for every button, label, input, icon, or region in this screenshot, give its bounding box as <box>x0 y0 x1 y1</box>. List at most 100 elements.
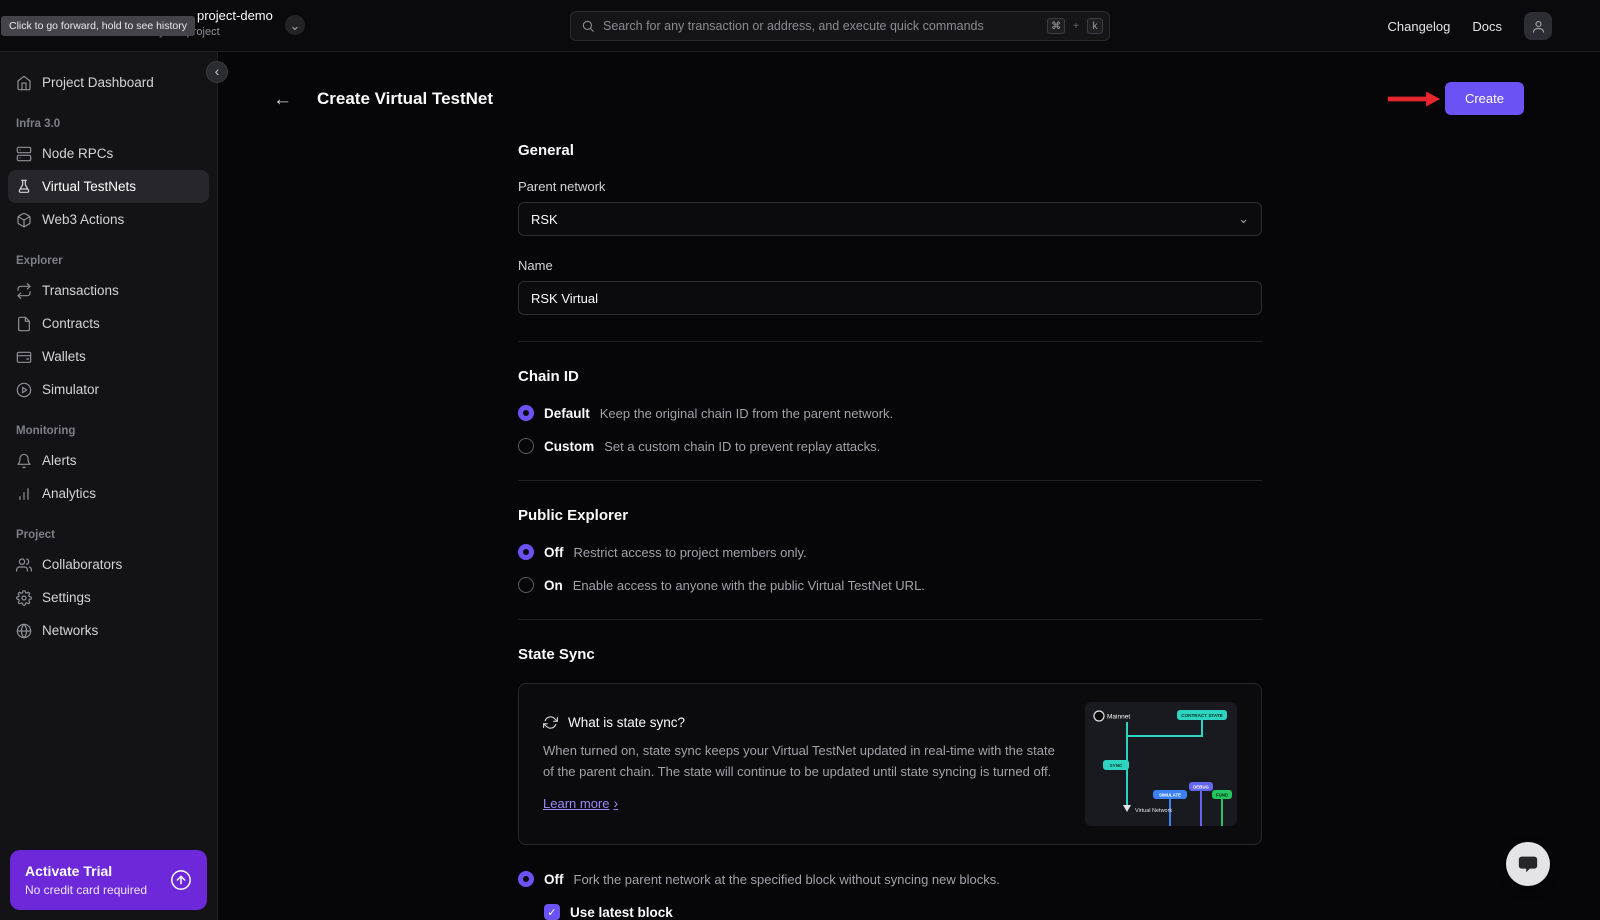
svg-text:FUND: FUND <box>1216 793 1228 798</box>
radio-selected-icon <box>518 871 534 887</box>
home-icon <box>17 75 31 90</box>
bell-icon <box>17 453 31 468</box>
sidebar-item-collaborators[interactable]: Collaborators <box>8 548 209 581</box>
chain-id-custom-radio[interactable]: Custom Set a custom chain ID to prevent … <box>518 438 1262 454</box>
radio-unselected-icon <box>518 438 534 454</box>
sidebar-section-explorer: Explorer <box>16 255 63 267</box>
project-chevron-down-icon[interactable]: ⌄ <box>285 15 305 35</box>
wallet-icon <box>16 351 32 363</box>
sidebar-section-monitoring: Monitoring <box>16 425 76 437</box>
topbar-links: Changelog Docs <box>1387 0 1552 52</box>
divider <box>518 619 1262 620</box>
globe-icon <box>16 623 32 638</box>
sidebar-item-web3-actions[interactable]: Web3 Actions <box>8 203 209 236</box>
file-icon <box>18 316 30 331</box>
info-body: When turned on, state sync keeps your Vi… <box>543 743 1055 779</box>
sidebar-item-analytics[interactable]: Analytics <box>8 477 209 510</box>
sidebar-item-label: Analytics <box>42 486 97 501</box>
sidebar-collapse-button[interactable]: ‹ <box>206 61 228 83</box>
radio-label: Custom <box>544 438 595 454</box>
topbar: project-demo my-rsk-project ⌄ Click to g… <box>0 0 1600 52</box>
search-icon <box>582 20 594 32</box>
general-heading: General <box>518 142 574 159</box>
sidebar-item-networks[interactable]: Networks <box>8 614 209 647</box>
sidebar-item-project-dashboard[interactable]: Project Dashboard <box>8 66 209 99</box>
checkbox-checked-icon: ✓ <box>544 904 560 920</box>
command-key: ⌘ <box>1047 18 1066 34</box>
search-input[interactable] <box>603 19 1040 33</box>
name-input[interactable] <box>518 281 1262 315</box>
title-row: ← Create Virtual TestNet Create <box>218 82 1600 116</box>
search-bar[interactable]: ⌘ + k <box>570 11 1110 41</box>
create-button[interactable]: Create <box>1444 82 1524 115</box>
radio-description: Keep the original chain ID from the pare… <box>599 405 894 421</box>
radio-selected-icon <box>518 405 534 421</box>
sidebar-item-label: Project Dashboard <box>42 75 154 90</box>
radio-label: Off <box>544 871 564 887</box>
sidebar-item-label: Contracts <box>42 316 100 331</box>
user-icon <box>1532 20 1544 33</box>
radio-description: Fork the parent network at the specified… <box>573 871 1000 887</box>
state-sync-off-radio[interactable]: Off Fork the parent network at the speci… <box>518 871 1262 887</box>
sidebar-item-settings[interactable]: Settings <box>8 581 209 614</box>
sidebar-item-label: Wallets <box>42 349 86 364</box>
state-sync-heading: State Sync <box>518 646 595 663</box>
sidebar-item-wallets[interactable]: Wallets <box>8 340 209 373</box>
learn-more-label: Learn more <box>543 795 610 811</box>
docs-link[interactable]: Docs <box>1472 18 1502 34</box>
public-explorer-heading: Public Explorer <box>518 507 629 524</box>
sidebar-item-label: Alerts <box>42 453 77 468</box>
use-latest-block-checkbox[interactable]: ✓ Use latest block <box>544 904 1262 920</box>
radio-unselected-icon <box>518 577 534 593</box>
sidebar-item-transactions[interactable]: Transactions <box>8 274 209 307</box>
changelog-link[interactable]: Changelog <box>1387 18 1451 34</box>
divider <box>518 480 1262 481</box>
project-name: project-demo <box>197 8 273 23</box>
radio-label: Off <box>544 544 564 560</box>
chevron-right-icon: › <box>613 795 619 812</box>
sidebar-item-label: Simulator <box>42 382 100 397</box>
sidebar-item-virtual-testnets[interactable]: Virtual TestNets <box>8 170 209 203</box>
user-avatar[interactable] <box>1524 12 1552 40</box>
svg-text:SYNC: SYNC <box>1110 763 1123 768</box>
main-content: ← Create Virtual TestNet Create General … <box>218 52 1600 920</box>
sidebar-item-label: Node RPCs <box>42 146 114 161</box>
svg-text:SIMULATE: SIMULATE <box>1159 793 1181 798</box>
sidebar-item-label: Networks <box>42 623 99 638</box>
public-explorer-off-radio[interactable]: Off Restrict access to project members o… <box>518 544 1262 560</box>
parent-network-select[interactable]: RSK ⌄ <box>518 202 1262 236</box>
bar-chart-icon <box>19 487 29 500</box>
svg-text:Virtual Network: Virtual Network <box>1135 808 1172 814</box>
radio-description: Enable access to anyone with the public … <box>572 577 925 593</box>
back-button[interactable]: ← <box>273 88 292 110</box>
svg-text:Mainnet: Mainnet <box>1107 714 1130 721</box>
sidebar-item-alerts[interactable]: Alerts <box>8 444 209 477</box>
state-sync-info-card: What is state sync? When turned on, stat… <box>518 683 1262 845</box>
learn-more-link[interactable]: Learn more › <box>543 795 618 811</box>
sidebar-item-simulator[interactable]: Simulator <box>8 373 209 406</box>
sidebar-item-contracts[interactable]: Contracts <box>8 307 209 340</box>
chat-widget-button[interactable] <box>1506 842 1550 886</box>
svg-text:CONTRACT STATE: CONTRACT STATE <box>1181 713 1222 718</box>
page-title: Create Virtual TestNet <box>317 89 494 108</box>
k-key: k <box>1087 18 1103 34</box>
server-icon <box>16 146 32 161</box>
activate-trial-card[interactable]: Activate Trial No credit card required <box>10 850 207 910</box>
sidebar-section-project: Project <box>16 529 55 541</box>
swap-arrows-icon <box>17 282 31 299</box>
public-explorer-on-radio[interactable]: On Enable access to anyone with the publ… <box>518 577 1262 593</box>
sidebar-item-label: Virtual TestNets <box>42 179 137 194</box>
history-tooltip: Click to go forward, hold to see history <box>1 16 195 36</box>
info-title: What is state sync? <box>568 715 686 731</box>
divider <box>518 341 1262 342</box>
name-label: Name <box>518 258 553 273</box>
trial-title: Activate Trial <box>25 863 113 879</box>
sync-icon <box>543 716 558 730</box>
trial-subtitle: No credit card required <box>25 883 148 897</box>
chain-id-default-radio[interactable]: Default Keep the original chain ID from … <box>518 405 1262 421</box>
chevron-down-icon: ⌄ <box>1238 211 1249 226</box>
radio-description: Set a custom chain ID to prevent replay … <box>604 438 881 454</box>
svg-text:DEBUG: DEBUG <box>1193 785 1209 790</box>
sidebar-item-node-rpcs[interactable]: Node RPCs <box>8 137 209 170</box>
sidebar-item-label: Transactions <box>42 283 119 298</box>
